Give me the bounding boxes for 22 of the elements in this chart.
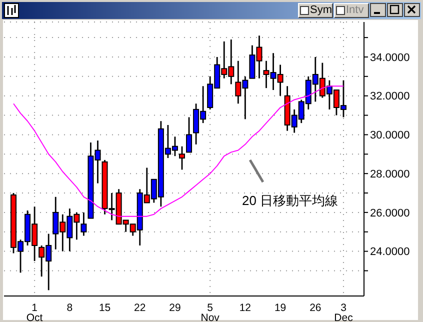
text: Intv	[334, 3, 369, 18]
x-tick-label: 19	[274, 302, 286, 314]
x-tick-label: 5 Nov	[200, 302, 220, 322]
y-tick-label: 24.0000	[370, 246, 410, 258]
text: 20 日移動平均線	[242, 193, 338, 208]
x-tick-label: 3 Dec	[334, 302, 353, 322]
y-tick-label: 28.0000	[370, 168, 410, 180]
candlestick	[179, 146, 185, 170]
text: Sym	[298, 3, 333, 18]
y-tick-label: 34.0000	[370, 52, 410, 64]
x-tick-label: 8	[66, 302, 73, 314]
y-tick-label: 32.0000	[370, 90, 410, 103]
y-tick-label: 26.0000	[370, 207, 410, 220]
x-tick-label: 29	[169, 302, 181, 314]
candlestick	[186, 116, 192, 153]
y-tick-label: 30.0000	[370, 130, 410, 142]
x-tick-label: 22	[134, 302, 146, 314]
x-tick-label: 1 Oct	[26, 302, 43, 322]
x-tick-label: 15	[98, 302, 111, 314]
x-tick-label: 12	[239, 302, 252, 314]
candlestick	[80, 212, 87, 236]
x-tick-label: 26	[310, 302, 322, 314]
